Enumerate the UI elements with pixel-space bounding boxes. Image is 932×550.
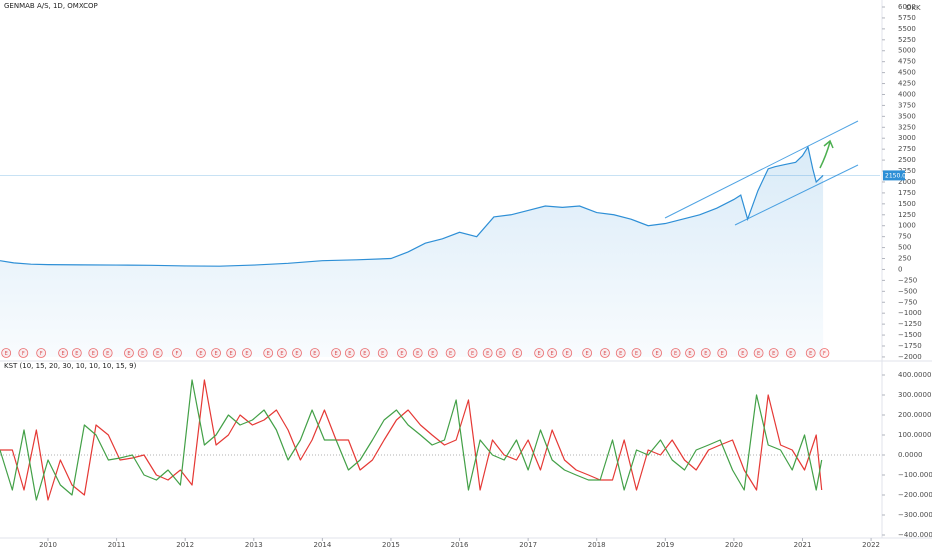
y-tick-label: −250 [898, 276, 917, 284]
y-tick-label: 5000 [898, 47, 916, 55]
y-tick-label: 500 [898, 244, 911, 252]
y-tick-label: 0 [898, 265, 902, 273]
y-tick-label: 4500 [898, 69, 916, 77]
x-tick-label: 2012 [176, 541, 194, 549]
y-tick-label: −1250 [898, 320, 922, 328]
x-tick-label: 2021 [794, 541, 812, 549]
y-tick-label: 3000 [898, 134, 916, 142]
x-tick-label: 2014 [313, 541, 331, 549]
y-tick-label: 5750 [898, 14, 916, 22]
y-tick-label: −100.0000 [898, 471, 932, 479]
x-tick-label: 2015 [382, 541, 400, 549]
y-tick-label: −1000 [898, 309, 922, 317]
x-tick-label: 2011 [108, 541, 126, 549]
x-tick-label: 2022 [862, 541, 880, 549]
y-tick-label: 4750 [898, 58, 916, 66]
y-tick-label: 4000 [898, 90, 916, 98]
x-tick-label: 2016 [451, 541, 469, 549]
y-tick-label: 2000 [898, 178, 916, 186]
y-tick-label: 3500 [898, 112, 916, 120]
y-tick-label: 2500 [898, 156, 916, 164]
y-tick-label: −2000 [898, 353, 922, 361]
kst-pane: −400.0000 −300.0000 −200.0000 −100.0000 0.00… [0, 371, 932, 539]
event-label: F [823, 351, 826, 357]
kst-line [0, 379, 823, 501]
y-tick-label: 750 [898, 233, 911, 241]
y-tick-label: −750 [898, 298, 917, 306]
price-label-box [883, 170, 905, 181]
kst-line [0, 379, 823, 501]
x-tick-label: 2017 [519, 541, 537, 549]
y-tick-label: −200.0000 [898, 491, 932, 499]
y-tick-label: 1750 [898, 189, 916, 197]
y-tick-label: 1500 [898, 200, 916, 208]
price-label: 2150.0 [885, 172, 906, 179]
y-tick-label: 4250 [898, 80, 916, 88]
x-tick-label: 2013 [245, 541, 263, 549]
y-tick-label: −1500 [898, 331, 922, 339]
y-tick-label: 100.0000 [898, 431, 931, 439]
channel-upper [664, 120, 859, 219]
y-tick-label: 1000 [898, 222, 916, 230]
x-tick-label: 2018 [588, 541, 606, 549]
x-tick-label: 2010 [39, 541, 57, 549]
y-tick-label: 2250 [898, 167, 916, 175]
y-tick-label: −300.0000 [898, 511, 932, 519]
price-line [0, 145, 824, 267]
arrow [819, 139, 834, 169]
x-tick-label: 2019 [656, 541, 674, 549]
x-tick-label: 2020 [725, 541, 743, 549]
y-tick-label: 400.0000 [898, 371, 931, 379]
y-tick-label: 250 [898, 255, 911, 263]
y-tick-label: −1750 [898, 342, 922, 350]
y-tick-label: −500 [898, 287, 917, 295]
y-tick-label: 3250 [898, 123, 916, 131]
y-tick-label: 3750 [898, 101, 916, 109]
chart-title: GENMAB A/S, 1D, OMXCOP [4, 2, 98, 10]
y-tick-label: 200.0000 [898, 411, 931, 419]
y-tick-label: −400.0000 [898, 531, 932, 539]
y-tick-label: 5250 [898, 36, 916, 44]
y-tick-label: 1250 [898, 211, 916, 219]
y-tick-label: 6000 [898, 3, 916, 11]
area-fill [0, 146, 824, 357]
currency: DKK [906, 4, 921, 12]
y-tick-label: 5500 [898, 25, 916, 33]
y-tick-label: 300.0000 [898, 391, 931, 399]
price-pane: −2000 −1750 −1500 −1250 −1000 −750 −500 −250 0 25… [0, 3, 922, 361]
indicator-title: KST (10, 15, 20, 30, 10, 10, 10, 15, 9) [4, 362, 137, 370]
y-tick-label: 2750 [898, 145, 916, 153]
y-tick-label: 0.0000 [898, 451, 923, 459]
